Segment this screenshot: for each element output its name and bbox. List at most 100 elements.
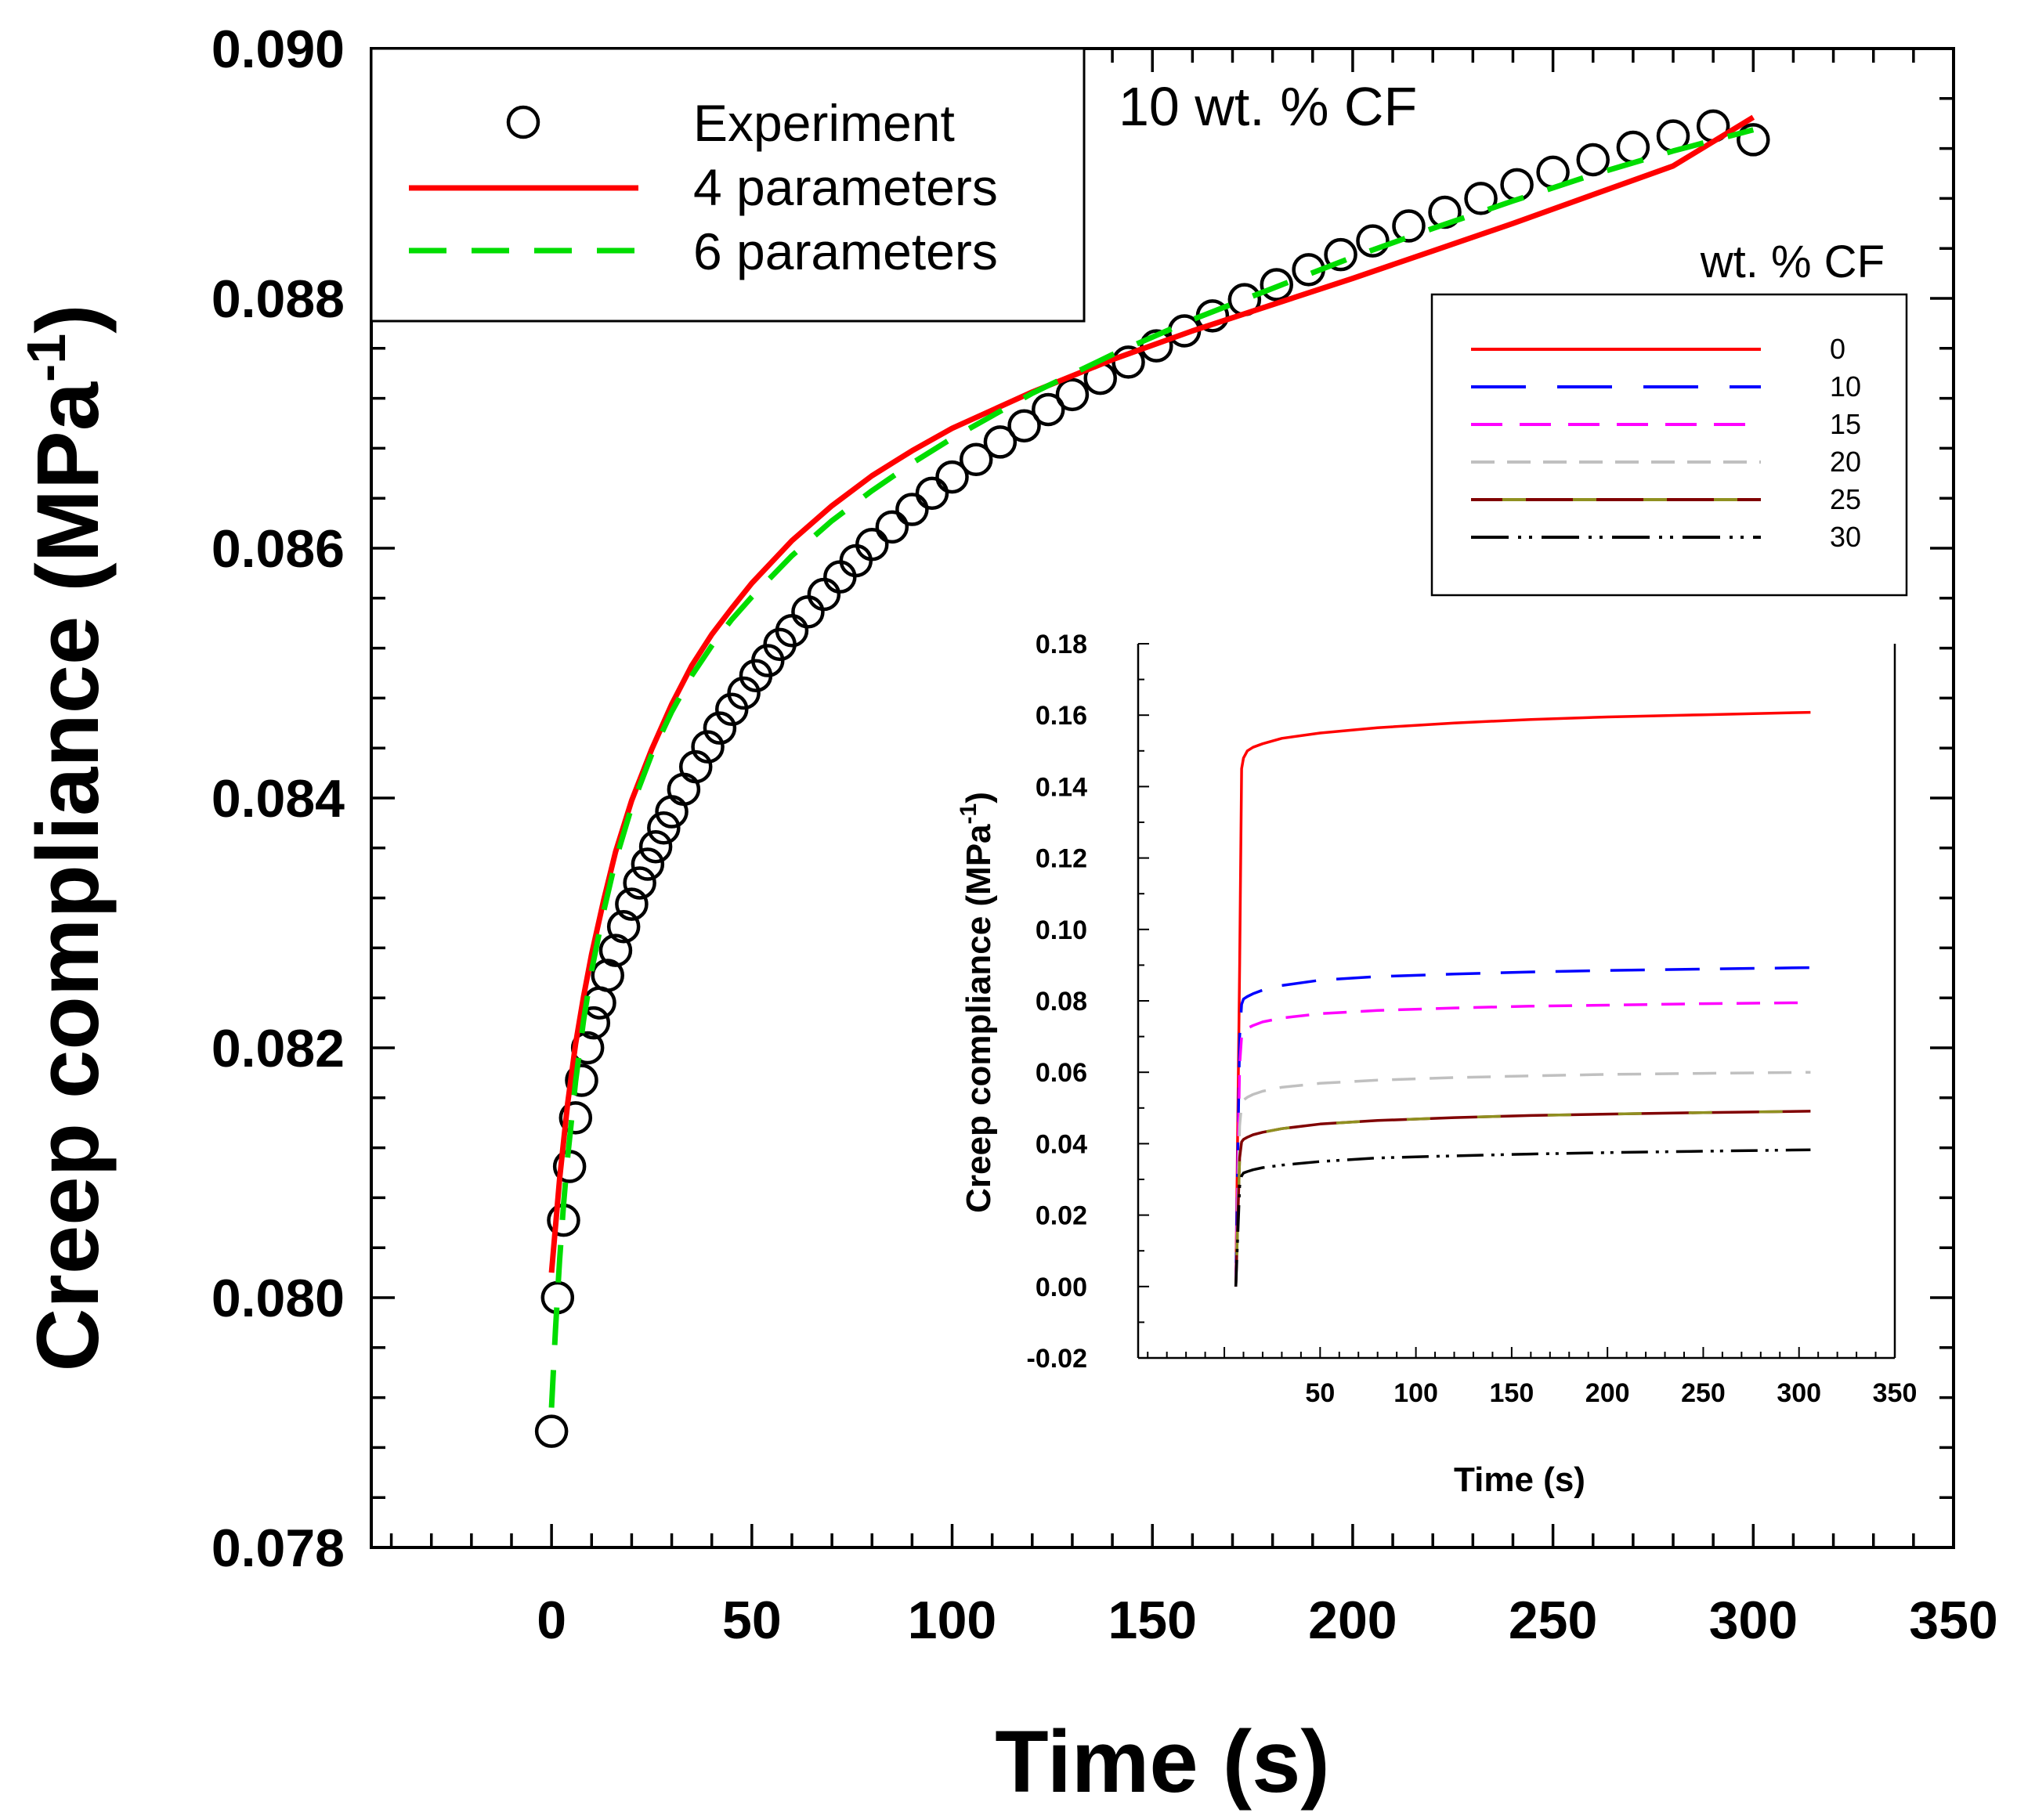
experiment-point	[1392, 209, 1426, 243]
main-x-tick-label: 150	[1108, 1591, 1196, 1650]
experiment-point	[678, 749, 713, 784]
inset-x-tick-label: 150	[1490, 1378, 1534, 1408]
inset-y-tick-label: 0.08	[1036, 987, 1087, 1017]
main-y-tick-label: 0.082	[211, 1019, 345, 1078]
main-series	[534, 109, 1770, 1448]
inset-legend-title: wt. % CF	[1700, 237, 1885, 287]
experiment-point	[606, 910, 641, 944]
inset-x-tick-label: 50	[1305, 1378, 1335, 1408]
inset-series-line-0	[1234, 710, 1811, 1287]
experiment-point	[855, 527, 889, 562]
main-y-tick-label: 0.088	[211, 269, 345, 329]
series-line-6-parameters	[548, 127, 1755, 1408]
experiment-point	[591, 959, 624, 992]
experiment-point	[631, 847, 665, 881]
main-y-axis-label: Creep compliance (MPa-1)	[16, 304, 117, 1371]
legend-label-6-parameters: 6 parameters	[693, 222, 998, 280]
inset-legend-label-20: 20	[1830, 446, 1861, 478]
experiment-point	[558, 1101, 593, 1135]
inset-series-line-10	[1234, 966, 1811, 1287]
inset-x-tick-label: 250	[1681, 1378, 1726, 1408]
inset-y-tick-label: 0.12	[1036, 844, 1087, 874]
inset-y-tick-label: 0.04	[1036, 1129, 1087, 1159]
inset-y-tick-label: 0.02	[1036, 1201, 1087, 1231]
main-x-tick-labels: 0 50 100 150 200 250 300 350	[537, 1591, 1998, 1650]
main-x-tick-label: 50	[722, 1591, 782, 1650]
experiment-point	[703, 711, 737, 745]
main-x-tick-label: 350	[1909, 1591, 1997, 1650]
inset-y-axis-label-text: Creep compliance (MPa	[960, 824, 998, 1213]
main-y-tick-label: 0.078	[211, 1518, 345, 1578]
main-legend: Experiment 4 parameters 6 parameters	[370, 47, 1086, 323]
experiment-point	[647, 811, 681, 845]
experiment-point	[983, 425, 1018, 459]
inset-y-tick-label: 0.10	[1036, 915, 1087, 945]
inset-x-axis-label: Time (s)	[1454, 1461, 1585, 1499]
main-y-tick-label: 0.080	[211, 1269, 345, 1328]
inset-x-tick-labels: 50 100 150 200 250 300 350	[1305, 1378, 1917, 1408]
experiment-point	[915, 476, 949, 511]
inset-y-tick-label: 0.18	[1036, 630, 1087, 659]
experiment-point	[615, 887, 649, 921]
inset-y-tick-label: 0.14	[1036, 772, 1087, 802]
inset-plot: 50 100 150 200 250 300 350 -0.020.000.020.040.…	[956, 237, 1917, 1499]
experiment-point	[534, 1414, 569, 1448]
experiment-point	[1007, 409, 1041, 442]
main-y-axis-label-text: Creep compliance (MPa	[19, 381, 117, 1371]
inset-legend-label-10: 10	[1830, 370, 1861, 403]
inset-series-line-25-overlay	[1234, 1110, 1811, 1287]
inset-legend-label-30: 30	[1830, 521, 1861, 553]
experiment-point	[1140, 329, 1173, 363]
inset-legend-label-0: 0	[1830, 333, 1845, 365]
main-y-tick-label: 0.090	[211, 20, 345, 79]
series-line-4-parameters	[548, 114, 1755, 1273]
main-x-tick-label: 0	[537, 1591, 566, 1650]
main-y-tick-label: 0.084	[211, 769, 345, 829]
experiment-point	[1055, 377, 1090, 412]
main-x-axis-label: Time (s)	[995, 1713, 1329, 1811]
inset-x-tick-label: 350	[1873, 1378, 1918, 1408]
inset-y-tick-label: 0.06	[1036, 1058, 1087, 1088]
inset-legend-box	[1430, 293, 1908, 597]
experiment-point	[959, 442, 993, 477]
main-x-tick-label: 100	[908, 1591, 996, 1650]
inset-x-tick-label: 100	[1393, 1378, 1438, 1408]
inset-x-tick-label: 200	[1585, 1378, 1630, 1408]
experiment-point	[1356, 224, 1390, 258]
main-y-axis-label-sup: -1	[16, 334, 77, 382]
main-y-axis-label-close: )	[19, 304, 117, 333]
main-x-tick-label: 200	[1308, 1591, 1397, 1650]
main-y-tick-labels: 0.078 0.080 0.082 0.084 0.086 0.088 0.090	[211, 20, 345, 1578]
experiment-point	[691, 730, 725, 764]
inset-y-axis-label-close: )	[960, 792, 998, 803]
inset-y-axis-ticks	[1138, 643, 1149, 1359]
inset-y-tick-label: 0.16	[1036, 701, 1087, 731]
legend-label-4-parameters: 4 parameters	[693, 158, 998, 216]
experiment-point	[1464, 182, 1498, 215]
experiment-point	[875, 510, 909, 544]
experiment-point	[935, 460, 969, 494]
main-x-tick-label: 300	[1709, 1591, 1798, 1650]
legend-label-experiment: Experiment	[693, 94, 955, 152]
inset-y-tick-label: -0.02	[1027, 1344, 1088, 1374]
inset-legend-label-15: 15	[1830, 408, 1861, 440]
experiment-point	[1737, 123, 1770, 157]
experiment-point	[623, 866, 656, 900]
inset-legend: wt. % CF 0 10 15 20 25 30	[1430, 237, 1908, 597]
main-legend-box	[370, 47, 1086, 323]
inset-legend-label-25: 25	[1830, 483, 1861, 515]
experiment-point	[1260, 268, 1293, 302]
inset-series	[1234, 710, 1811, 1287]
inset-x-tick-label: 300	[1777, 1378, 1821, 1408]
experiment-point	[727, 676, 761, 710]
main-annotation: 10 wt. % CF	[1119, 76, 1417, 137]
inset-background	[1138, 644, 1895, 1358]
experiment-point	[895, 493, 929, 526]
inset-y-axis-label: Creep compliance (MPa-1)	[956, 792, 998, 1213]
inset-y-tick-label: 0.00	[1036, 1273, 1087, 1302]
main-plot: 0 50 100 150 200 250 300 350 0.0780.0800.0820.0…	[16, 20, 1998, 1811]
main-x-tick-label: 250	[1509, 1591, 1597, 1650]
inset-y-tick-labels: -0.02 0.00 0.02 0.04 0.06 0.08 0.10 0.12 0.14 0.1…	[1027, 630, 1088, 1374]
main-y-tick-label: 0.086	[211, 519, 345, 579]
